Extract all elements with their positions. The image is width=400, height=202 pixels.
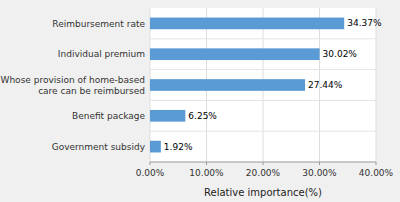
bar	[150, 141, 161, 153]
category-label-line: Individual premium	[58, 49, 145, 59]
separator	[150, 69, 376, 70]
x-tick	[150, 162, 151, 165]
chart: 1.92% 6.25% 27.44% 30.02% 34.37% Government s…	[0, 0, 400, 202]
x-axis-label: Relative importance(%)	[204, 187, 322, 198]
category-label: Whose provision of home-basedcare can be…	[1, 75, 145, 96]
separator	[150, 131, 376, 132]
separator	[150, 38, 376, 39]
x-tick	[319, 162, 320, 165]
x-tick	[206, 162, 207, 165]
data-label: 30.02%	[323, 49, 358, 59]
bar	[150, 110, 185, 122]
category-label: Benefit package	[72, 111, 145, 121]
x-tick-label: 10.00%	[189, 168, 224, 178]
x-tick-label: 30.00%	[302, 168, 337, 178]
x-tick-label: 40.00%	[359, 168, 394, 178]
data-label: 1.92%	[164, 142, 193, 152]
background	[0, 0, 400, 202]
bar	[150, 18, 344, 30]
category-label: Individual premium	[58, 49, 145, 59]
category-label: Government subsidy	[52, 142, 146, 152]
plot-area	[150, 8, 376, 162]
category-label-line: Government subsidy	[52, 142, 146, 152]
separator	[150, 100, 376, 101]
x-tick-label: 20.00%	[246, 168, 281, 178]
data-label: 34.37%	[347, 18, 382, 28]
grid-line	[376, 8, 377, 162]
category-label-line: Benefit package	[72, 111, 145, 121]
bar	[150, 48, 320, 60]
category-label-line: Reimbursement rate	[52, 19, 145, 29]
category-label: Reimbursement rate	[52, 19, 145, 29]
bars	[150, 18, 344, 153]
x-tick	[376, 162, 377, 165]
category-label-line: care can be reimbursed	[38, 86, 145, 96]
data-label: 6.25%	[188, 111, 217, 121]
category-label-line: Whose provision of home-based	[1, 75, 145, 85]
data-label: 27.44%	[308, 80, 343, 90]
x-tick-label: 0.00%	[136, 168, 165, 178]
bar	[150, 79, 305, 91]
x-tick	[263, 162, 264, 165]
